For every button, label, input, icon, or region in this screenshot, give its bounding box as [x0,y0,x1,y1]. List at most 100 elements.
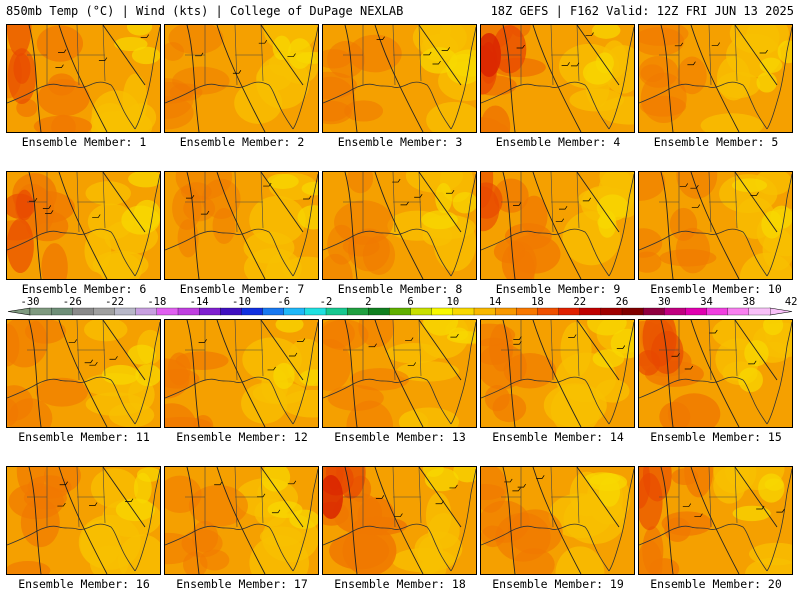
colorbar-swatch [220,307,242,316]
colorbar-tick-label: -26 [63,296,82,308]
colorbar-tick-label: -30 [21,296,40,308]
colorbar-tick-label: 42 [785,296,798,308]
member-label: Ensemble Member: 1 [21,135,147,149]
colorbar-swatch [283,307,306,316]
temperature-map [165,320,318,427]
colorbar-tick-label: 18 [531,296,544,308]
member-map-panel [322,319,477,428]
colorbar-tick-label: 14 [489,296,502,308]
member-label: Ensemble Member: 20 [650,577,782,591]
model-run-info: 18Z GEFS | F162 Valid: 12Z FRI JUN 13 20… [490,4,794,18]
colorbar-swatch [727,307,750,316]
colorbar-tick-label: -2 [320,296,333,308]
colorbar-tick-label: -14 [190,296,209,308]
temperature-map [481,25,634,132]
member-label: Ensemble Member: 15 [650,430,782,444]
member-label: Ensemble Member: 8 [337,282,463,296]
member-map-panel [164,24,319,133]
member-label: Ensemble Member: 3 [337,135,463,149]
temperature-map [323,172,476,279]
colorbar-swatch [537,307,560,316]
colorbar-tick-label: -6 [277,296,290,308]
colorbar-swatch [748,307,771,316]
temperature-map [165,467,318,574]
colorbar-min-arrow [7,307,31,316]
temperature-map [639,172,792,279]
temperature-map [481,320,634,427]
temperature-colorbar: -30 -26 -22 -18 -14 -10 -6 -2 2 6 10 14 18 22 26 30 34 38… [7,296,798,316]
temperature-map [639,25,792,132]
member-map-panel [322,171,477,280]
member-label: Ensemble Member: 16 [18,577,150,591]
temperature-map [481,467,634,574]
colorbar-swatch [664,307,686,316]
colorbar-tick-label: -22 [105,296,124,308]
colorbar-tick-label: -10 [232,296,251,308]
colorbar-swatch [114,307,137,316]
member-map-panel [322,24,477,133]
member-label: Ensemble Member: 14 [492,430,624,444]
member-map-panel [638,171,793,280]
member-label: Ensemble Member: 19 [492,577,624,591]
temperature-map [323,467,476,574]
colorbar-swatch [452,307,475,316]
member-map-panel [6,466,161,575]
colorbar-swatch [262,307,285,316]
colorbar-max-arrow [769,307,793,316]
member-map-panel [322,466,477,575]
member-map-panel [164,466,319,575]
member-map-panel [164,319,319,428]
colorbar-swatch [29,307,52,316]
colorbar-swatch [431,307,454,316]
temperature-map [7,320,160,427]
colorbar-swatch [642,307,665,316]
member-map-panel [638,466,793,575]
colorbar-swatch [50,307,73,316]
colorbar-tick-label: 22 [573,296,586,308]
colorbar-swatch [473,307,496,316]
colorbar-swatch [156,307,179,316]
member-label: Ensemble Member: 9 [495,282,621,296]
colorbar-swatch [410,307,433,316]
colorbar-tick-label: 2 [365,296,371,308]
member-label: Ensemble Member: 6 [21,282,147,296]
colorbar-swatch [346,307,369,316]
temperature-map [323,25,476,132]
colorbar-tick-label: 34 [700,296,713,308]
colorbar-swatch [198,307,221,316]
colorbar-tick-label: 38 [743,296,756,308]
temperature-map [7,172,160,279]
colorbar-swatch [579,307,602,316]
colorbar-tick-label: 6 [407,296,413,308]
member-label: Ensemble Member: 5 [653,135,779,149]
member-label: Ensemble Member: 4 [495,135,621,149]
member-map-panel [480,466,635,575]
colorbar-swatch [135,307,158,316]
member-map-panel [480,319,635,428]
colorbar-swatch [304,307,327,316]
colorbar-swatch [93,307,116,316]
colorbar-swatch [685,307,708,316]
colorbar-swatch [621,307,644,316]
colorbar-swatch [325,307,348,316]
colorbar-swatch [241,307,264,316]
colorbar-swatch [600,307,623,316]
colorbar-tick-label: 10 [447,296,460,308]
temperature-map [165,172,318,279]
member-map-panel [638,319,793,428]
temperature-map [481,172,634,279]
member-map-panel [480,171,635,280]
map-title: 850mb Temp (°C) | Wind (kts) | College o… [6,4,404,18]
colorbar-swatch [706,307,729,316]
temperature-map [639,320,792,427]
member-label: Ensemble Member: 13 [334,430,466,444]
temperature-map [7,467,160,574]
temperature-map [323,320,476,427]
member-label: Ensemble Member: 7 [179,282,305,296]
colorbar-swatch [558,307,581,316]
colorbar-swatch [516,307,538,316]
member-map-panel [638,24,793,133]
member-map-panel [164,171,319,280]
member-map-panel [6,319,161,428]
member-label: Ensemble Member: 18 [334,577,466,591]
